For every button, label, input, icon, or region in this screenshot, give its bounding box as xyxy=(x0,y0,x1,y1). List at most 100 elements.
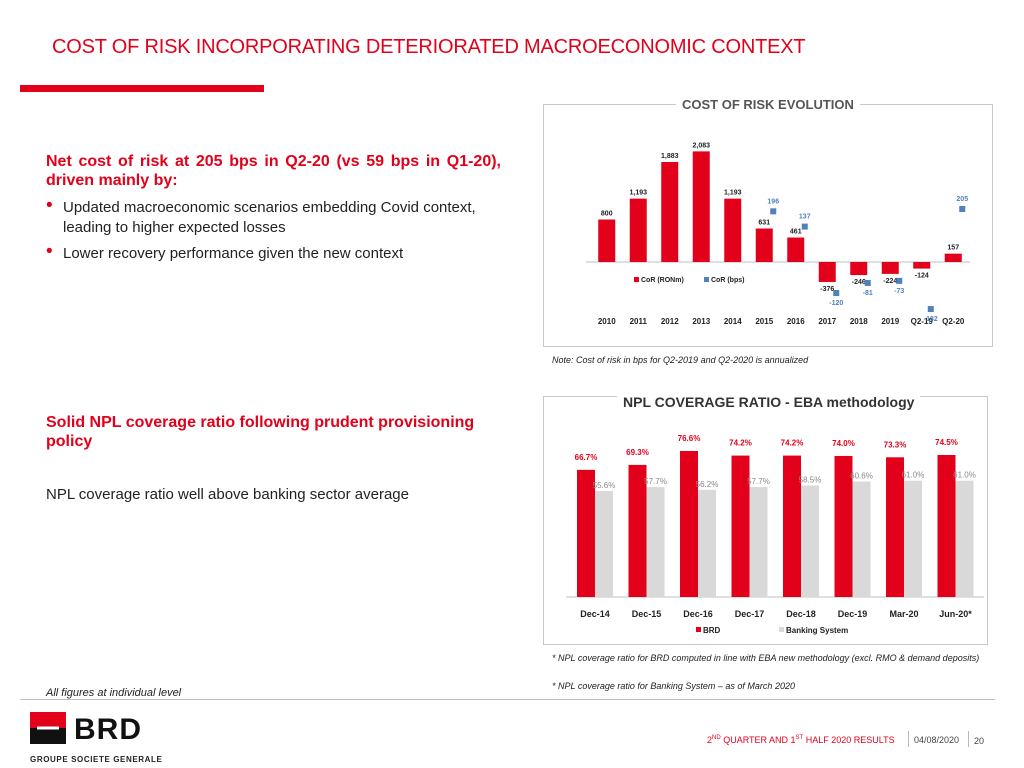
legend-label-cor-ronm: CoR (RONm) xyxy=(641,277,684,284)
brd-bar xyxy=(577,469,595,597)
banking-value-label: 58.5% xyxy=(799,475,822,484)
legend-label-brd: BRD xyxy=(703,626,721,635)
year-tick-label: 2019 xyxy=(881,317,899,326)
period-tick-label: Dec-15 xyxy=(632,609,662,619)
brd-bar xyxy=(783,455,801,597)
legend-swatch-cor-ronm xyxy=(634,277,639,282)
bullet-text: Lower recovery performance given the new… xyxy=(63,245,404,262)
brd-value-label: 74.2% xyxy=(781,439,804,448)
cor-bps-label: -81 xyxy=(863,290,873,297)
banking-system-bar xyxy=(955,480,974,597)
period-tick-label: Dec-14 xyxy=(580,609,610,619)
cor-ronm-bar xyxy=(598,219,616,262)
cor-ronm-label: 800 xyxy=(601,211,613,218)
cor-bps-marker xyxy=(833,290,840,297)
year-tick-label: 2012 xyxy=(661,317,679,326)
brd-bar xyxy=(886,457,904,597)
footer-date: 04/08/2020 xyxy=(914,735,960,745)
cor-bps-marker xyxy=(864,279,871,286)
cor-bps-label: 205 xyxy=(956,196,968,203)
cor-bps-marker xyxy=(959,206,966,212)
cor-bps-label: -120 xyxy=(829,300,843,307)
period-tick-label: Jun-20* xyxy=(939,609,972,619)
cor-ronm-label: -124 xyxy=(915,273,929,280)
brd-bar xyxy=(680,451,698,597)
cor-bps-marker xyxy=(896,277,903,284)
banking-value-label: 61.0% xyxy=(953,471,976,480)
cor-bps-marker xyxy=(770,208,777,215)
section-heading-npl: Solid NPL coverage ratio following prude… xyxy=(46,414,475,450)
figures-note: All figures at individual level xyxy=(46,687,182,699)
brd-logo: BRD xyxy=(30,712,155,749)
cor-ronm-label: 1,193 xyxy=(629,190,647,197)
cor-ronm-bar xyxy=(629,198,647,262)
cor-ronm-bar xyxy=(787,237,805,262)
year-tick-label: 2011 xyxy=(630,317,648,326)
cor-bps-label: -73 xyxy=(894,288,904,295)
bullet-item: • Lower recovery performance given the n… xyxy=(46,242,503,264)
banking-system-bar xyxy=(852,481,871,597)
banking-value-label: 57.7% xyxy=(644,477,667,486)
banking-system-bar xyxy=(595,491,613,597)
brd-value-label: 74.5% xyxy=(935,438,958,447)
year-tick-label: Q2-19 xyxy=(911,317,934,326)
cor-ronm-bar xyxy=(818,262,836,282)
banking-system-bar xyxy=(749,487,768,597)
npl-footnote-brd: * NPL coverage ratio for BRD computed in… xyxy=(552,653,980,663)
banking-value-label: 55.6% xyxy=(593,481,616,490)
bullet-text: Updated macroeconomic scenarios embeddin… xyxy=(63,199,476,236)
footer-separator xyxy=(908,731,909,747)
title-underline-bar xyxy=(20,85,264,92)
period-tick-label: Dec-18 xyxy=(786,609,816,619)
bullet-item: • Updated macroeconomic scenarios embedd… xyxy=(46,196,503,238)
brd-value-label: 66.7% xyxy=(575,453,598,462)
year-tick-label: 2016 xyxy=(787,317,805,326)
brd-value-label: 74.2% xyxy=(729,439,752,448)
year-tick-label: 2010 xyxy=(598,317,616,326)
cost-of-risk-chart: 800 2010 1,193 2011 1,883 2012 2,083 2013 1,193 2… xyxy=(586,142,970,326)
cor-ronm-label: 157 xyxy=(947,245,959,252)
period-tick-label: Dec-19 xyxy=(838,609,868,619)
cor-bps-marker xyxy=(801,223,808,230)
section-heading-cost-of-risk: Net cost of risk at 205 bps in Q2-20 (vs… xyxy=(46,153,501,189)
bullet-dot-icon: • xyxy=(46,195,53,216)
banking-value-label: 60.6% xyxy=(850,471,873,480)
bullet-dot-icon: • xyxy=(46,241,53,262)
cor-ronm-bar xyxy=(913,262,931,269)
brd-bar xyxy=(731,455,750,597)
brd-bar xyxy=(937,455,956,597)
cor-ronm-label: -224 xyxy=(883,278,897,285)
year-tick-label: Q2-20 xyxy=(942,317,965,326)
page-number: 20 xyxy=(974,736,985,746)
page-title: COST OF RISK INCORPORATING DETERIORATED … xyxy=(52,36,806,58)
brd-bar xyxy=(834,455,853,597)
npl-description: NPL coverage ratio well above banking se… xyxy=(46,486,409,503)
cor-bps-marker xyxy=(927,306,934,313)
legend-swatch-brd xyxy=(696,627,701,632)
brd-value-label: 73.3% xyxy=(884,440,907,449)
logo-group-name: GROUPE SOCIETE GENERALE xyxy=(30,755,163,764)
footer-divider xyxy=(20,699,995,700)
period-tick-label: Dec-17 xyxy=(735,609,765,619)
brd-value-label: 74.0% xyxy=(832,439,855,448)
cor-ronm-bar xyxy=(755,228,773,262)
cor-ronm-label: -376 xyxy=(820,286,834,293)
npl-coverage-chart: 66.7% 55.6% Dec-14 69.3% 57.7% Dec-15 76.6% 56.… xyxy=(566,434,984,635)
cor-ronm-bar xyxy=(850,262,868,276)
banking-value-label: 61.0% xyxy=(902,471,925,480)
cor-ronm-label: -246 xyxy=(852,279,866,286)
cor-ronm-label: 2,083 xyxy=(692,142,710,149)
annualized-note: Note: Cost of risk in bps for Q2-2019 an… xyxy=(552,355,809,365)
cor-ronm-bar xyxy=(661,162,679,262)
period-tick-label: Dec-16 xyxy=(683,609,713,619)
year-tick-label: 2015 xyxy=(755,317,773,326)
npl-coverage-panel-title: NPL COVERAGE RATIO - EBA methodology xyxy=(617,394,921,410)
cor-ronm-bar xyxy=(881,262,899,274)
cor-ronm-label: 461 xyxy=(790,229,802,236)
brd-value-label: 76.6% xyxy=(678,434,701,443)
cor-ronm-label: 631 xyxy=(758,219,770,226)
brd-value-label: 69.3% xyxy=(626,448,649,457)
brd-bar xyxy=(628,464,647,597)
cor-ronm-label: 1,883 xyxy=(661,153,679,160)
cost-of-risk-panel-title: COST OF RISK EVOLUTION xyxy=(676,97,860,112)
